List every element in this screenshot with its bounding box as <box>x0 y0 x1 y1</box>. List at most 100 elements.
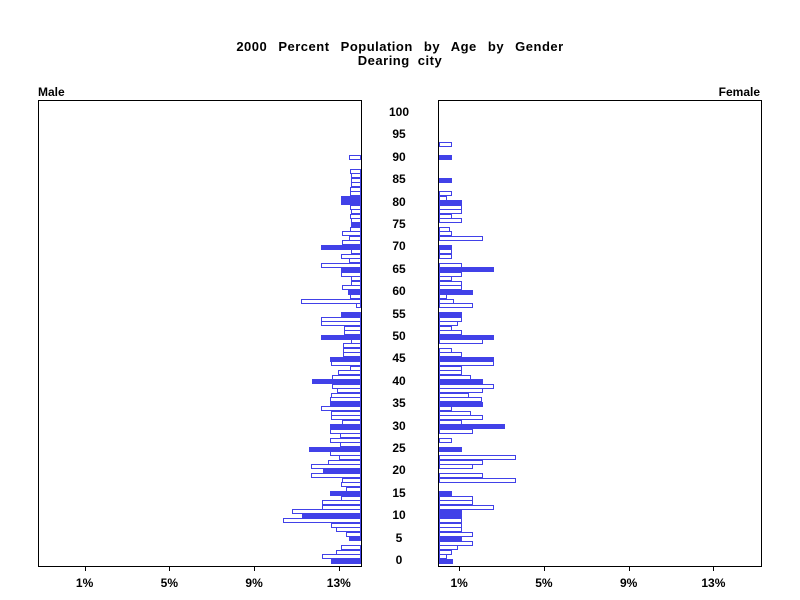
female-pct-tick-label-1: 1% <box>450 576 468 590</box>
bar-male-age-12 <box>321 504 361 510</box>
female-pct-tick-1 <box>459 566 461 571</box>
bar-female-age-73 <box>439 231 452 237</box>
bar-male-age-32 <box>331 415 361 421</box>
bar-male-age-34 <box>320 406 361 412</box>
male-pct-tick-label-1: 13% <box>326 576 351 590</box>
bar-female-age-64 <box>439 271 463 277</box>
age-tick-label-15: 15 <box>392 485 406 500</box>
bar-male-age-37 <box>331 392 361 398</box>
bar-male-age-51 <box>344 330 361 336</box>
bar-female-age-72 <box>439 235 484 241</box>
age-tick-label-65: 65 <box>392 261 406 276</box>
bar-male-age-15 <box>330 491 361 497</box>
bar-male-age-0 <box>331 558 361 564</box>
bar-male-age-31 <box>341 419 361 425</box>
bar-male-age-3 <box>340 545 361 551</box>
bar-female-age-8 <box>439 522 463 528</box>
bar-female-age-19 <box>439 473 484 479</box>
male-pct-tick-9 <box>169 566 171 571</box>
bar-male-age-28 <box>339 433 361 439</box>
bar-male-age-43 <box>350 365 361 371</box>
bar-female-age-70 <box>439 244 452 250</box>
bar-female-age-58 <box>439 298 454 304</box>
age-tick-label-20: 20 <box>392 463 406 478</box>
bar-female-age-53 <box>439 321 459 327</box>
age-tick-label-0: 0 <box>395 553 403 567</box>
bar-female-age-55 <box>439 312 463 318</box>
bar-male-age-19 <box>311 473 361 479</box>
bar-male-age-25 <box>309 446 361 452</box>
bar-female-age-30 <box>439 424 505 430</box>
bar-female-age-85 <box>439 177 452 183</box>
bar-female-age-3 <box>439 545 459 551</box>
bar-female-age-4 <box>439 540 473 546</box>
bar-female-age-12 <box>439 504 495 510</box>
bar-male-age-42 <box>337 370 361 376</box>
age-tick-label-35: 35 <box>392 396 406 411</box>
age-tick-label-70: 70 <box>392 239 406 254</box>
female-plot-area <box>438 100 762 567</box>
bar-female-age-33 <box>439 410 471 416</box>
male-pct-tick-label-13: 1% <box>75 576 94 590</box>
bar-female-age-1 <box>439 554 448 560</box>
bar-female-age-69 <box>439 249 452 255</box>
bar-male-age-9 <box>282 518 361 524</box>
age-tick-label-85: 85 <box>392 172 406 187</box>
bar-male-age-40 <box>312 379 361 385</box>
bar-male-age-78 <box>351 209 361 215</box>
bar-female-age-18 <box>439 477 517 483</box>
bar-male-age-63 <box>351 276 361 282</box>
bar-female-age-49 <box>439 338 484 344</box>
bar-female-age-41 <box>439 374 471 380</box>
bar-male-age-81 <box>340 195 361 201</box>
bar-female-age-66 <box>439 262 463 268</box>
bar-male-age-46 <box>343 352 361 358</box>
male-plot-area <box>38 100 362 567</box>
age-tick-label-50: 50 <box>392 329 406 343</box>
bar-female-age-35 <box>439 401 484 407</box>
bar-male-age-18 <box>341 477 361 483</box>
bar-male-age-11 <box>292 509 361 515</box>
age-tick-label-10: 10 <box>392 508 406 523</box>
bar-female-age-57 <box>439 303 473 309</box>
bar-male-age-36 <box>330 397 361 403</box>
bar-male-age-87 <box>350 168 361 174</box>
bar-female-age-93 <box>439 141 452 147</box>
bar-male-age-58 <box>300 298 361 304</box>
age-tick-label-30: 30 <box>392 418 406 433</box>
bar-female-age-23 <box>439 455 517 461</box>
bar-female-age-68 <box>439 253 452 259</box>
bar-female-age-32 <box>439 415 484 421</box>
bar-male-age-64 <box>340 271 361 277</box>
bar-male-age-90 <box>349 155 361 161</box>
bar-female-age-5 <box>439 536 463 542</box>
bar-male-age-68 <box>340 253 361 259</box>
bar-male-age-7 <box>335 527 361 533</box>
age-tick-label-45: 45 <box>392 351 406 366</box>
chart-subtitle: Dearing city <box>357 53 443 68</box>
bar-male-age-47 <box>343 347 361 353</box>
bar-male-age-52 <box>344 325 361 331</box>
bar-female-age-77 <box>439 213 452 219</box>
chart-title: 2000 Percent Population by Age by Gender <box>236 39 564 54</box>
female-axis-label: Female <box>718 85 760 99</box>
bar-female-age-34 <box>439 406 452 412</box>
bar-female-age-63 <box>439 276 452 282</box>
bar-female-age-65 <box>439 267 495 273</box>
bar-female-age-22 <box>439 459 484 465</box>
bar-female-age-74 <box>439 226 450 232</box>
bar-male-age-17 <box>340 482 361 488</box>
bar-male-age-33 <box>331 410 361 416</box>
bar-female-age-54 <box>439 316 463 322</box>
bar-male-age-2 <box>335 549 361 555</box>
age-tick-label-80: 80 <box>392 194 406 209</box>
age-tick-label-60: 60 <box>392 284 406 299</box>
bar-male-age-53 <box>320 321 361 327</box>
bar-female-age-29 <box>439 428 473 434</box>
bar-male-age-50 <box>320 334 361 340</box>
bar-male-age-61 <box>341 285 361 291</box>
female-pct-tick-13 <box>713 566 715 571</box>
bar-female-age-52 <box>439 325 452 331</box>
bar-male-age-26 <box>339 442 361 448</box>
bar-male-age-83 <box>350 186 361 192</box>
